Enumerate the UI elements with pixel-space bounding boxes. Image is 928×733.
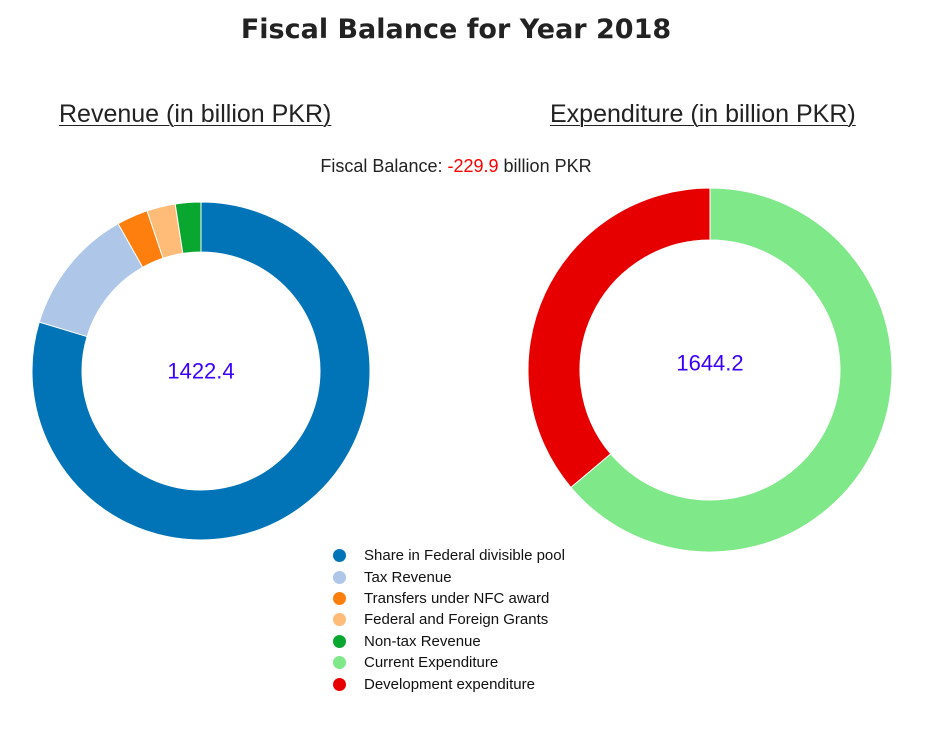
revenue-chart-heading: Revenue (in billion PKR) [59, 100, 332, 128]
legend-item: Non-tax Revenue [333, 631, 633, 652]
legend-label: Tax Revenue [364, 568, 452, 586]
fiscal-balance-line: Fiscal Balance: -229.9 billion PKR [0, 156, 912, 177]
legend-item: Development expenditure [333, 673, 633, 694]
legend-item: Current Expenditure [333, 652, 633, 673]
revenue-slices [31, 201, 371, 541]
fiscal-balance-value: -229.9 [447, 156, 499, 176]
expenditure-slice-current-expenditure[interactable] [570, 187, 893, 553]
legend-item: Tax Revenue [333, 566, 633, 587]
legend-swatch [333, 634, 346, 648]
legend-label: Development expenditure [364, 675, 535, 693]
legend-label: Current Expenditure [364, 654, 499, 672]
legend-item: Transfers under NFC award [333, 588, 633, 609]
expenditure-slice-development-expenditure[interactable] [527, 187, 711, 489]
revenue-slice-share-in-federal-divisible-pool[interactable] [31, 201, 371, 541]
legend-swatch [333, 613, 346, 627]
legend-item: Share in Federal divisible pool [333, 545, 633, 566]
expenditure-slices [527, 187, 893, 553]
expenditure-total-label: 1644.2 [676, 351, 743, 376]
fiscal-balance-unit: billion PKR [503, 156, 592, 176]
legend-label: Transfers under NFC award [364, 589, 550, 607]
legend-swatch [333, 570, 346, 584]
legend-label: Federal and Foreign Grants [364, 611, 549, 629]
legend-item: Federal and Foreign Grants [333, 609, 633, 630]
revenue-slice-non-tax-revenue[interactable] [174, 201, 202, 254]
legend-label: Non-tax Revenue [364, 632, 481, 650]
expenditure-donut-chart: 1644.2 [527, 187, 893, 553]
legend-swatch [333, 677, 346, 691]
legend-swatch [333, 591, 346, 605]
chart-legend: Share in Federal divisible pool Tax Reven… [333, 545, 633, 695]
revenue-donut-chart: 1422.4 [31, 201, 371, 541]
legend-swatch [333, 549, 346, 563]
fiscal-balance-label: Fiscal Balance: [320, 156, 443, 176]
revenue-total-label: 1422.4 [167, 359, 234, 384]
chart-title: Fiscal Balance for Year 2018 [240, 14, 672, 45]
legend-label: Share in Federal divisible pool [364, 547, 565, 565]
legend-swatch [333, 656, 346, 670]
expenditure-chart-heading: Expenditure (in billion PKR) [550, 100, 856, 128]
